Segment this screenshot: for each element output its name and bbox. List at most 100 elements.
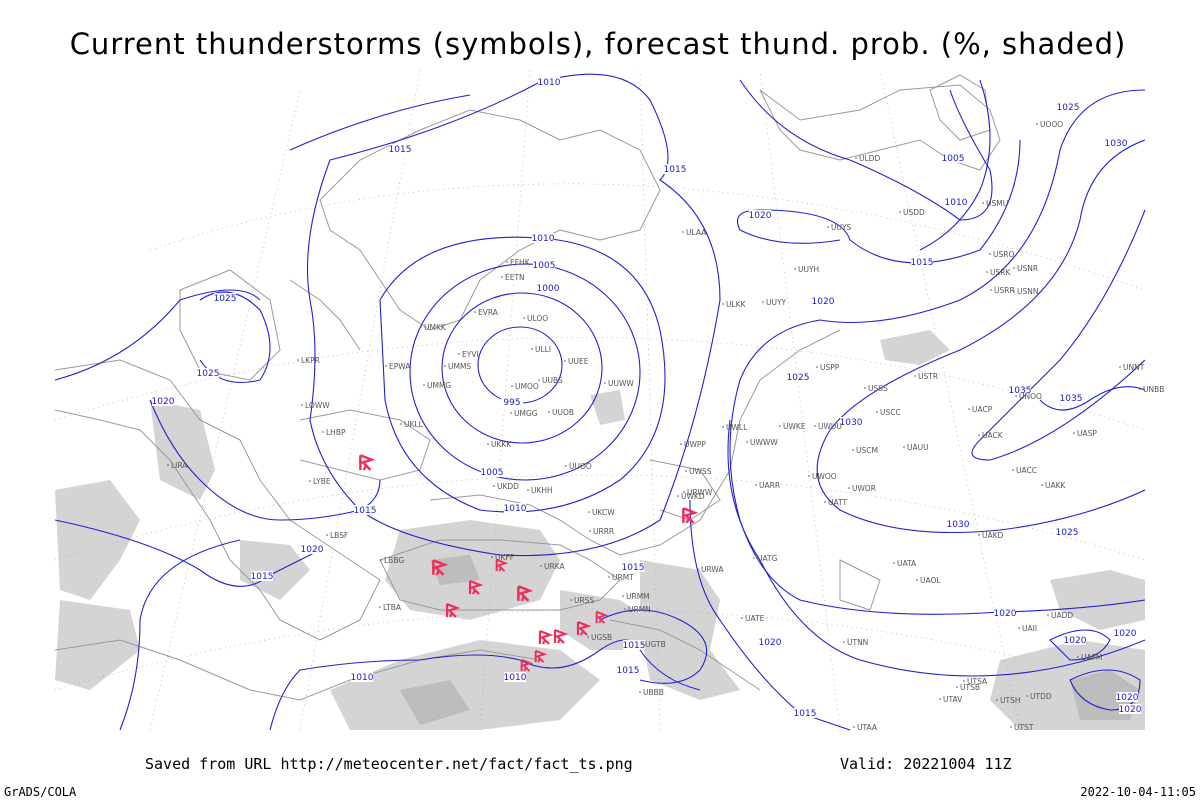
station-dot [1018, 627, 1020, 629]
station-label: UUOB [552, 408, 574, 417]
station-label: ULOO [527, 314, 548, 323]
station-label: USRR [994, 286, 1015, 295]
station-label: UAFM [1081, 653, 1102, 662]
isobar-label: 1035 [1009, 386, 1032, 396]
station-label: UBBB [643, 688, 664, 697]
station-label: UATG [757, 554, 778, 563]
station-label: LOWW [305, 401, 330, 410]
station-label: UWUU [818, 422, 842, 431]
isobar-label-bg [504, 672, 526, 682]
station-dot [570, 599, 572, 601]
station-label: LBSF [330, 531, 348, 540]
station-label: LKPR [301, 356, 320, 365]
station-dot [1077, 656, 1079, 658]
station-dot [848, 487, 850, 489]
station-dot [301, 404, 303, 406]
isobar-label: 1025 [197, 369, 220, 379]
station-label: UGSB [591, 633, 612, 642]
isobar-label: 1020 [1114, 629, 1137, 639]
station-label: UTSB [960, 683, 980, 692]
station-label: UWKE [783, 422, 806, 431]
isobar-label: 1015 [911, 258, 934, 268]
station-dot [697, 568, 699, 570]
station-dot [1041, 484, 1043, 486]
station-label: LYBE [313, 477, 331, 486]
station-label: UMOO [515, 382, 539, 391]
isobar-label-bg [1119, 704, 1141, 714]
station-label: UUYS [831, 223, 852, 232]
isobar-label: 1020 [994, 609, 1017, 619]
station-label: USNR [1017, 264, 1038, 273]
isobar-label: 1020 [1119, 705, 1142, 715]
isobar-label-bg [251, 571, 273, 581]
station-label: UKLL [404, 420, 424, 429]
isobar-label: 1020 [1064, 636, 1087, 646]
station-dot [322, 431, 324, 433]
station-dot [755, 484, 757, 486]
station-label: ULDD [859, 154, 880, 163]
station-dot [746, 441, 748, 443]
station-label: UATE [745, 614, 765, 623]
station-dot [641, 643, 643, 645]
station-dot [1036, 123, 1038, 125]
isobar-label: 1010 [504, 673, 527, 683]
isobar-label: 1015 [664, 165, 687, 175]
station-dot [963, 680, 965, 682]
station-dot [893, 562, 895, 564]
isobar-label: 1015 [617, 666, 640, 676]
station-label: UMMS [448, 362, 471, 371]
credit: GrADS/COLA [4, 785, 77, 799]
isobar-label: 1020 [812, 297, 835, 307]
station-dot [624, 608, 626, 610]
station-dot [564, 360, 566, 362]
isobar-label-bg [623, 640, 645, 650]
station-dot [996, 699, 998, 701]
station-dot [762, 301, 764, 303]
station-label: UKDD [497, 482, 519, 491]
station-dot [501, 276, 503, 278]
station-dot [588, 511, 590, 513]
station-label: UWOO [812, 472, 837, 481]
station-label: EVRA [478, 308, 499, 317]
station-label: EETN [505, 273, 525, 282]
station-dot [824, 501, 826, 503]
station-label: URMN [628, 605, 651, 614]
station-dot [990, 289, 992, 291]
station-dot [379, 606, 381, 608]
isobar-label: 1025 [1057, 103, 1080, 113]
timestamp: 2022-10-04-11:05 [1080, 785, 1196, 799]
isobar-label-bg [1116, 692, 1138, 702]
station-dot [978, 434, 980, 436]
isobar-label: 1010 [504, 504, 527, 514]
isobar-label: 1020 [1116, 693, 1139, 703]
station-label: LIRA [171, 461, 188, 470]
station-dot [531, 348, 533, 350]
isobar-label-bg [749, 210, 771, 220]
station-dot [604, 382, 606, 384]
station-dot [297, 359, 299, 361]
isobar-label: 1030 [840, 418, 863, 428]
station-label: UMMG [427, 381, 451, 390]
station-dot [523, 317, 525, 319]
station-label: UAII [1022, 624, 1037, 633]
station-dot [753, 557, 755, 559]
station-dot [493, 485, 495, 487]
isobar-label: 1015 [389, 145, 412, 155]
station-label: UAKK [1045, 481, 1067, 490]
station-label: UAKD [982, 531, 1004, 540]
station-label: USSS [868, 384, 888, 393]
station-dot [827, 226, 829, 228]
station-label: USRK [990, 268, 1011, 277]
station-dot [491, 556, 493, 558]
isobar-label: 1015 [354, 506, 377, 516]
station-label: UTSA [967, 677, 988, 686]
station-dot [816, 366, 818, 368]
station-dot [309, 480, 311, 482]
station-label: UATT [828, 498, 847, 507]
station-dot [683, 491, 685, 493]
station-dot [680, 443, 682, 445]
station-dot [939, 698, 941, 700]
station-label: ULAA [686, 228, 707, 237]
isobar-label-bg [1056, 527, 1078, 537]
